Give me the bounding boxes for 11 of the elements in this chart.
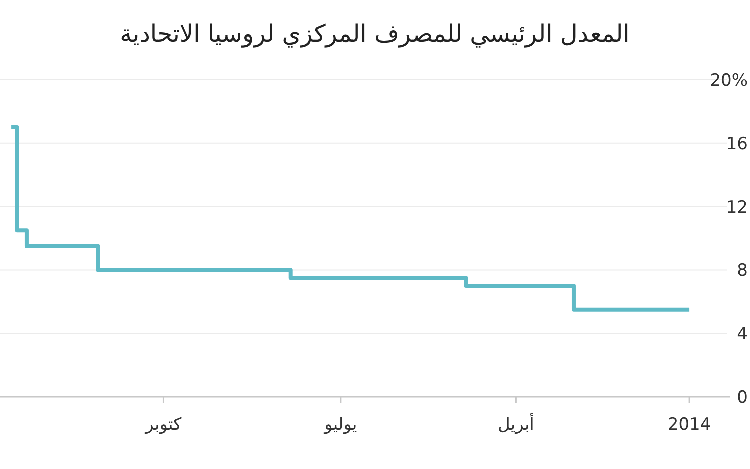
y-tick-label: 4 [737,324,748,345]
y-tick-label: 20% [710,71,748,91]
x-tick-label: يوليو [324,415,358,435]
x-tick-label: أبريل [498,413,534,435]
y-tick-label: 0 [737,388,748,408]
x-tick-label: كتوبر [144,415,183,435]
y-tick-label: 8 [737,261,748,282]
x-tick-label: 2014 [668,415,712,435]
y-tick-label: 12 [726,198,748,218]
chart-title: المعدل الرئيسي للمصرف المركزي لروسيا الاتحادية [120,20,630,48]
y-tick-label: 16 [726,134,748,154]
